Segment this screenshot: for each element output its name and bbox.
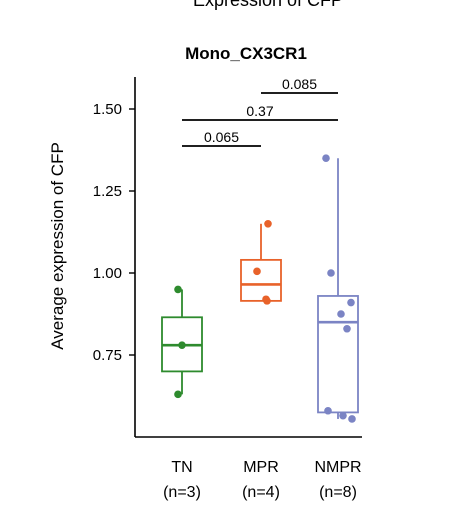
data-point — [322, 154, 330, 162]
data-point — [263, 297, 271, 305]
y-tick-label: 1.50 — [93, 101, 122, 118]
box-group-mpr — [240, 220, 282, 305]
box-group-nmpr — [317, 154, 359, 423]
data-point — [339, 411, 347, 420]
x-category-label: TN — [171, 459, 192, 476]
x-category-count: (n=4) — [242, 484, 280, 501]
y-tick-label: 1.25 — [93, 183, 122, 200]
y-tick-label: 1.00 — [93, 265, 122, 282]
comparison-p-value: 0.065 — [204, 129, 239, 145]
data-point — [348, 415, 356, 423]
figure-suptitle: Expression of CFP — [193, 0, 343, 10]
data-point — [324, 406, 332, 415]
data-point — [347, 298, 355, 307]
data-point — [343, 324, 351, 333]
data-point — [327, 269, 335, 277]
chart-title: Mono_CX3CR1 — [185, 44, 307, 63]
iqr-box — [240, 258, 282, 302]
x-category-labels: TN (n=3) MPR (n=4) NMPR (n=8) — [163, 459, 361, 501]
box-groups — [161, 154, 359, 423]
data-point — [174, 390, 182, 399]
x-category-label: MPR — [243, 459, 279, 476]
data-point — [178, 341, 186, 349]
x-category-count: (n=8) — [319, 484, 357, 501]
y-ticks: 0.75 1.00 1.25 1.50 — [93, 101, 135, 364]
x-category-count: (n=3) — [163, 484, 201, 501]
data-point — [253, 267, 261, 276]
comparison-brackets: 0.065 0.37 0.085 — [182, 76, 338, 147]
y-tick-label: 0.75 — [93, 347, 122, 364]
data-point — [264, 220, 272, 228]
comparison-p-value: 0.37 — [246, 103, 273, 119]
box-group-tn — [161, 285, 203, 399]
comparison-p-value: 0.085 — [282, 76, 317, 92]
data-point — [174, 285, 182, 294]
x-category-label: NMPR — [314, 459, 361, 476]
iqr-box — [317, 295, 359, 414]
data-point — [337, 310, 345, 318]
y-axis-label: Average expression of CFP — [48, 142, 67, 350]
